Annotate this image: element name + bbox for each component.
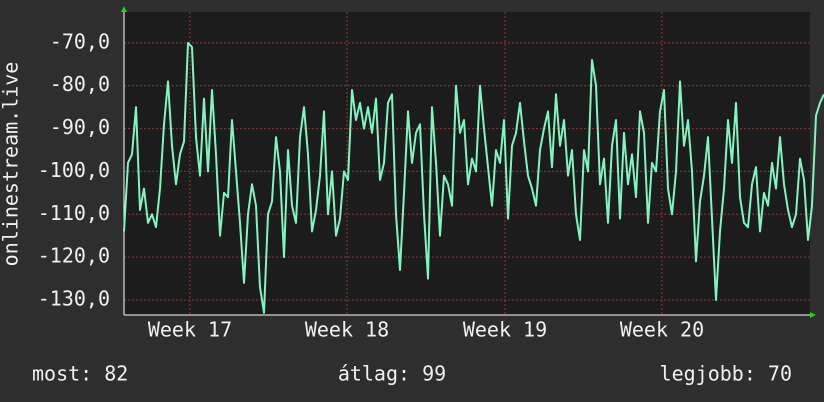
current-value: most: 82 [32,362,128,386]
x-tick-label: Week 17 [148,318,232,342]
x-tick-label: Week 18 [305,318,389,342]
y-tick-label: -120,0 [38,244,110,268]
y-tick-label: -80,0 [50,72,110,96]
y-tick-label: -100,0 [38,158,110,182]
x-tick-label: Week 19 [463,318,547,342]
best-value: legjobb: 70 [660,362,792,386]
x-axis-arrow [810,312,816,318]
average-value: átlag: 99 [338,362,446,386]
data-line [123,41,824,314]
y-tick-label: -130,0 [38,287,110,311]
y-tick-label: -110,0 [38,201,110,225]
y-tick-label: -90,0 [50,115,110,139]
x-tick-label: Week 20 [620,318,704,342]
y-axis-label: onlinestream.live [0,62,23,267]
y-tick-label: -70,0 [50,29,110,53]
y-axis-arrow [121,6,127,12]
